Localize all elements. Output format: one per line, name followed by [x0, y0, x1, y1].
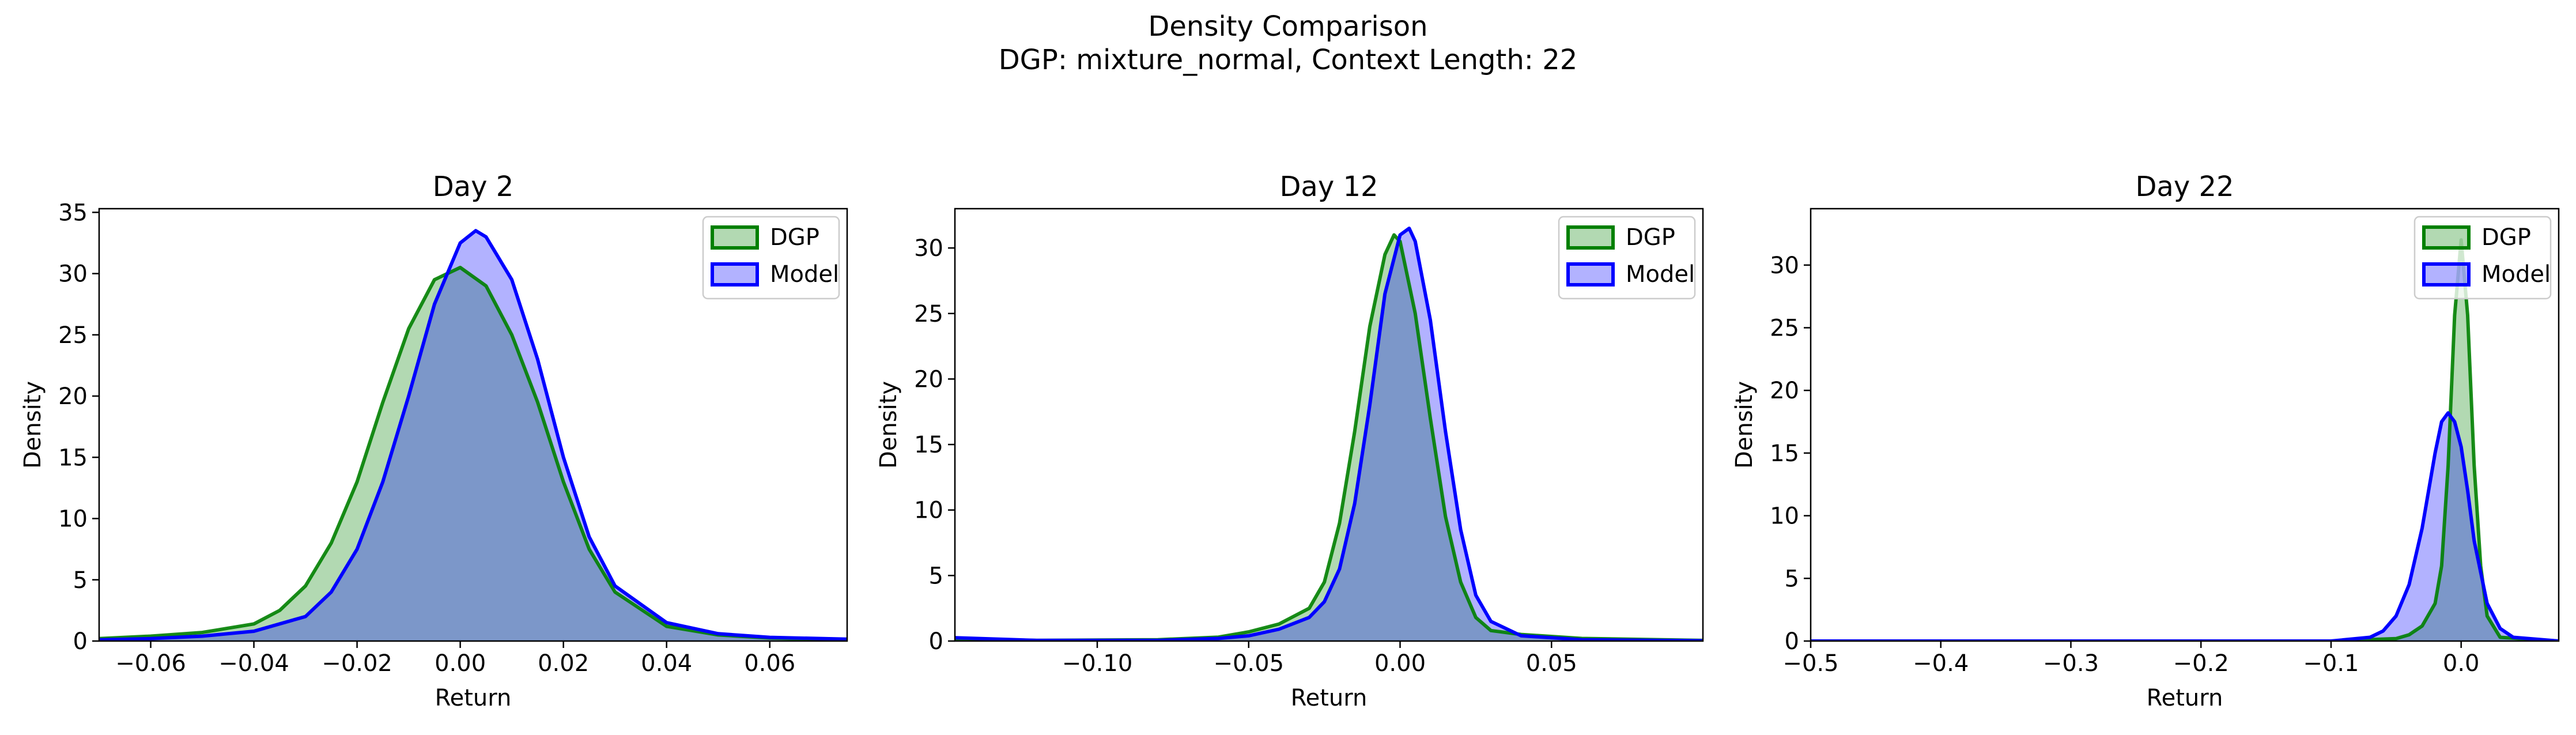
legend-label-model: Model — [770, 261, 839, 288]
y-tick-label: 25 — [1770, 315, 1799, 342]
legend-swatch-dgp — [2422, 225, 2471, 250]
subplot-3: −0.5 −0.4 −0.3 −0.2 −0.1 0.0 0 5 10 15 20 25 30 Day 2… — [1731, 171, 2560, 711]
y-tick-label: 5 — [929, 563, 943, 589]
figure-title-line-2: DGP: mixture_normal, Context Length: 22 — [998, 44, 1578, 76]
y-tick-label: 15 — [58, 444, 88, 471]
x-tick-label: −0.3 — [2043, 650, 2099, 677]
x-axis-label: Return — [435, 685, 512, 711]
legend-box — [702, 216, 840, 300]
x-tick-label: 0.06 — [744, 650, 795, 677]
legend-box — [2413, 216, 2552, 300]
figure-title-line-1: Density Comparison — [1148, 10, 1428, 43]
legend-swatch-model — [711, 262, 759, 287]
legend-swatch-dgp — [1566, 225, 1615, 250]
x-axis-label: Return — [2147, 685, 2223, 711]
subplot-title: Day 22 — [2135, 171, 2234, 203]
y-tick-label: 20 — [914, 366, 943, 393]
x-tick-label: −0.04 — [218, 650, 289, 677]
x-axis-label: Return — [1291, 685, 1368, 711]
legend: DGP Model — [702, 216, 840, 300]
density-fill-model — [1811, 413, 2559, 641]
x-tick-label: 0.00 — [435, 650, 486, 677]
x-tick-label: −0.02 — [322, 650, 392, 677]
y-tick-label: 20 — [58, 383, 88, 410]
legend-box — [1558, 216, 1696, 300]
density-line-model — [955, 227, 1703, 641]
legend-label-dgp: DGP — [2481, 224, 2531, 251]
subplot-title: Day 2 — [433, 171, 514, 203]
y-tick-label: 5 — [73, 567, 88, 594]
plot-area — [99, 229, 847, 641]
y-tick-label: 25 — [58, 322, 88, 349]
y-tick-label: 30 — [1770, 252, 1799, 279]
subplot-2: −0.10 −0.05 0.00 0.05 0 5 10 15 20 25 30 Day 12 Retu… — [875, 171, 1704, 711]
plot-area — [955, 227, 1703, 641]
x-tick-label: −0.1 — [2303, 650, 2359, 677]
legend-swatch-model — [1566, 262, 1615, 287]
y-axis-label: Density — [1731, 381, 1758, 469]
density-line-model — [99, 229, 847, 641]
y-tick-label: 0 — [1785, 628, 1799, 655]
x-tick-label: −0.5 — [1782, 650, 1838, 677]
y-tick-label: 25 — [914, 301, 943, 327]
y-tick-label: 0 — [73, 628, 88, 655]
legend-label-dgp: DGP — [1626, 224, 1675, 251]
subplot-1: −0.06 −0.04 −0.02 0.00 0.02 0.04 0.06 0 5 10 15 20 2… — [20, 171, 848, 711]
y-tick-label: 30 — [58, 261, 88, 288]
y-axis-label: Density — [20, 381, 46, 469]
y-tick-label: 30 — [914, 235, 943, 262]
density-line-dgp — [955, 233, 1703, 641]
x-tick-label: 0.02 — [538, 650, 589, 677]
density-fill-dgp — [99, 267, 847, 641]
legend-label-model: Model — [1626, 261, 1695, 288]
subplot-title: Day 12 — [1279, 171, 1378, 203]
x-tick-label: −0.06 — [115, 650, 186, 677]
legend-swatch-dgp — [711, 225, 759, 250]
y-tick-label: 15 — [1770, 440, 1799, 467]
plot-area — [1811, 238, 2559, 641]
legend: DGP Model — [1558, 216, 1696, 300]
axes-frame — [98, 208, 848, 642]
y-tick-label: 10 — [914, 497, 943, 524]
y-axis-label: Density — [875, 381, 902, 469]
x-tick-label: −0.10 — [1062, 650, 1133, 677]
x-tick-label: 0.05 — [1526, 650, 1577, 677]
x-tick-label: −0.05 — [1213, 650, 1284, 677]
legend-swatch-model — [2422, 262, 2471, 287]
y-tick-label: 0 — [929, 628, 943, 655]
x-tick-label: 0.04 — [641, 650, 692, 677]
y-tick-label: 5 — [1785, 566, 1799, 592]
x-tick-label: −0.2 — [2173, 650, 2229, 677]
x-tick-label: −0.4 — [1913, 650, 1969, 677]
y-tick-label: 35 — [58, 199, 88, 226]
density-line-model — [1811, 411, 2559, 641]
density-fill-model — [99, 231, 847, 641]
y-tick-label: 10 — [1770, 503, 1799, 530]
legend-label-dgp: DGP — [770, 224, 819, 251]
axes-frame — [954, 208, 1704, 642]
y-tick-label: 20 — [1770, 378, 1799, 404]
legend: DGP Model — [2413, 216, 2552, 300]
y-tick-label: 15 — [914, 432, 943, 458]
x-tick-label: 0.00 — [1374, 650, 1426, 677]
y-tick-label: 10 — [58, 506, 88, 533]
legend-label-model: Model — [2481, 261, 2551, 288]
axes-frame — [1810, 208, 2560, 642]
x-tick-label: 0.0 — [2443, 650, 2480, 677]
